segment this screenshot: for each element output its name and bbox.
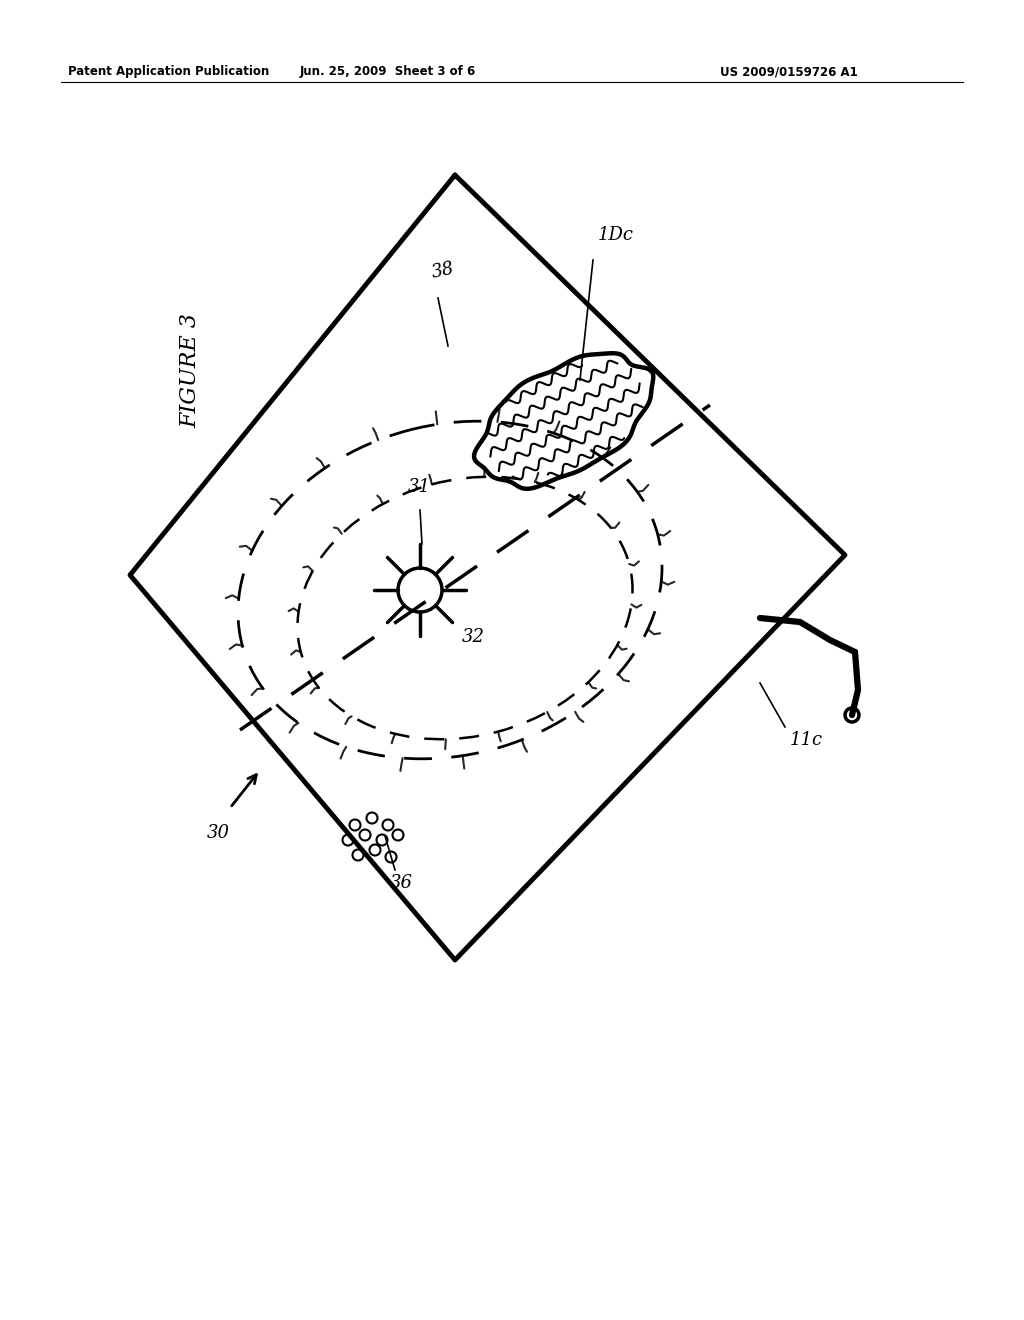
Text: 31: 31 xyxy=(408,478,431,496)
Text: 32: 32 xyxy=(462,628,485,645)
Text: 11c: 11c xyxy=(790,731,823,748)
Text: 30: 30 xyxy=(207,824,230,842)
Text: Jun. 25, 2009  Sheet 3 of 6: Jun. 25, 2009 Sheet 3 of 6 xyxy=(300,66,476,78)
Text: 1Dc: 1Dc xyxy=(598,226,634,244)
Text: Patent Application Publication: Patent Application Publication xyxy=(68,66,269,78)
Text: FIGURE 3: FIGURE 3 xyxy=(179,313,201,428)
Text: US 2009/0159726 A1: US 2009/0159726 A1 xyxy=(720,66,858,78)
Text: 36: 36 xyxy=(390,874,413,892)
Text: 38: 38 xyxy=(430,260,457,282)
